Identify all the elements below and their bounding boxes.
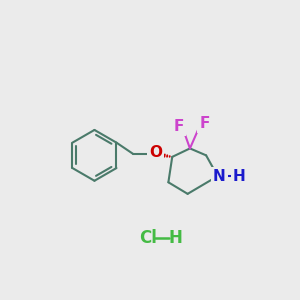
Text: H: H — [233, 169, 246, 184]
Text: Cl: Cl — [139, 229, 157, 247]
Text: F: F — [174, 118, 184, 134]
Text: F: F — [200, 116, 210, 130]
Text: N: N — [213, 169, 226, 184]
Text: O: O — [149, 145, 162, 160]
Text: H: H — [168, 229, 182, 247]
